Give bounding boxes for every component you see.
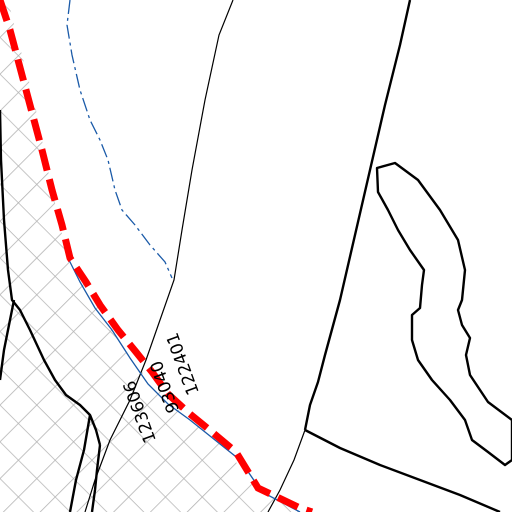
main-right-line [303, 0, 412, 431]
island-outline [375, 161, 512, 467]
left-inner-line [0, 299, 16, 381]
parcel-line-top [84, 0, 234, 512]
parcel-line-lower-right [267, 429, 306, 512]
lower-left-line [68, 414, 92, 512]
boundary-dashed-red [0, 0, 314, 512]
bottom-right-line [304, 428, 501, 512]
left-boundary-line [0, 109, 102, 446]
thin-lines [84, 0, 306, 512]
lower-center-line [90, 444, 102, 512]
